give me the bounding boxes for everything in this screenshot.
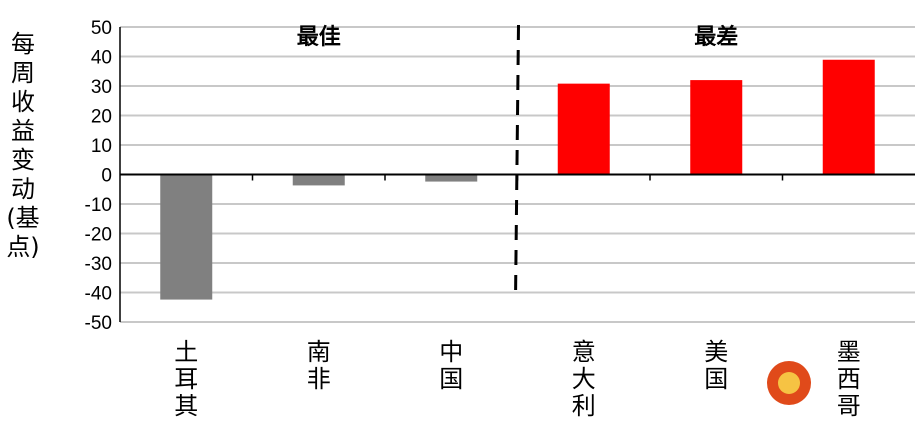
bar: [690, 80, 743, 175]
watermark-logo: [764, 358, 814, 408]
group-annotation: 最差: [694, 24, 738, 50]
y-tick-label: 0: [101, 166, 112, 187]
bar: [822, 59, 875, 175]
group-annotation: 最佳: [297, 25, 341, 50]
x-tick-label: 墨西哥: [837, 338, 861, 420]
y-tick-label: 30: [91, 77, 112, 98]
y-tick-label: -50: [85, 313, 112, 334]
y-tick-label: -30: [85, 254, 112, 275]
y-tick-label: -40: [85, 284, 112, 305]
x-tick-label: 土耳其: [174, 338, 198, 420]
x-tick-label: 中国: [439, 338, 463, 393]
y-tick-label: 50: [91, 18, 112, 39]
x-tick-label: 意大利: [572, 338, 596, 420]
bar: [425, 174, 478, 182]
bar: [292, 174, 345, 186]
y-tick-label: -20: [85, 225, 112, 246]
y-axis-label: 每周收益变动(基点): [6, 30, 40, 261]
y-tick-label: 10: [91, 136, 112, 157]
y-tick-label: -10: [85, 195, 112, 216]
bar: [557, 83, 610, 175]
y-tick-label: 20: [91, 107, 112, 128]
x-tick-label: 美国: [704, 338, 728, 393]
bar: [160, 174, 213, 300]
y-tick-label: 40: [91, 48, 112, 69]
x-tick-label: 南非: [307, 338, 331, 393]
divider-dashed-line: [514, 24, 520, 301]
